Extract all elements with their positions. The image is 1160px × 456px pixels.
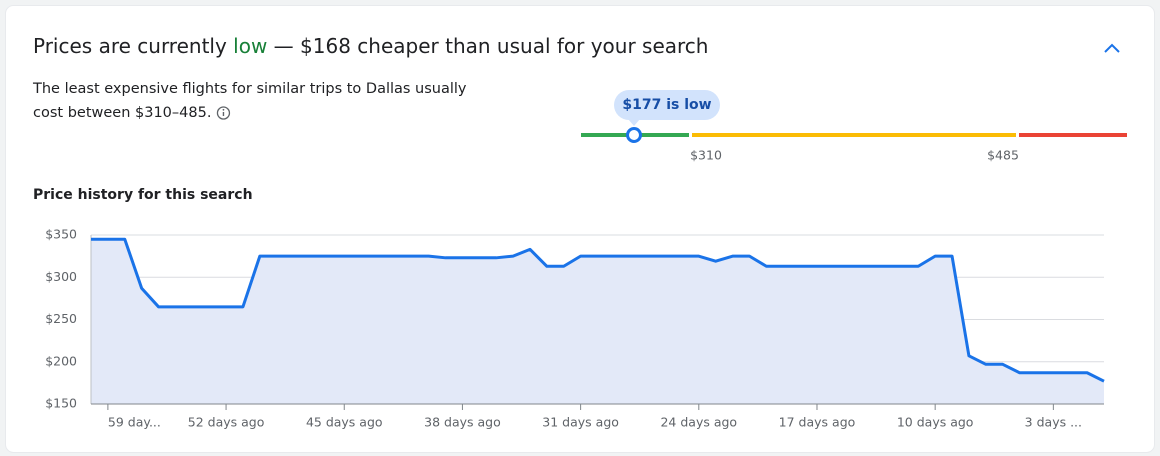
description-line: cost between $310–485.: [33, 105, 211, 121]
y-tick-label: $250: [45, 311, 77, 326]
x-tick-label: 45 days ago: [306, 415, 383, 430]
info-icon[interactable]: [216, 106, 231, 120]
area: [91, 239, 1104, 404]
info-dot: [222, 108, 225, 111]
badge-text: $177 is low: [622, 97, 711, 113]
description-line: The least expensive flights for similar …: [32, 81, 467, 97]
line: [91, 237, 1105, 383]
x-tick-label: 17 days ago: [779, 415, 856, 430]
x-tick-label: 3 days ...: [1025, 415, 1082, 430]
collapse-button[interactable]: [1104, 43, 1120, 53]
badge: [614, 90, 720, 120]
y-tick-label: $300: [45, 269, 77, 284]
headline: Prices are currently low — $168 cheaper …: [33, 34, 708, 58]
x-tick-label: 52 days ago: [188, 415, 265, 430]
headline-status: low: [233, 34, 267, 58]
range-label: $310: [690, 148, 722, 163]
y-tick-label: $150: [45, 396, 77, 411]
info-circle: [216, 106, 231, 120]
price-marker: [626, 127, 642, 143]
headline-part: Prices are currently: [33, 34, 233, 58]
x-tick-label: 24 days ago: [660, 415, 737, 430]
badge-pointer: [628, 119, 640, 126]
range-label: $485: [987, 148, 1019, 163]
y-tick-label: $200: [45, 353, 77, 368]
x-tick-label: 31 days ago: [542, 415, 619, 430]
x-tick-label: 10 days ago: [897, 415, 974, 430]
y-tick-label: $350: [45, 227, 77, 242]
x-tick-label: 59 day...: [108, 415, 161, 430]
chart-title: Price history for this search: [33, 187, 253, 203]
chart: $150 $200 $250 $300 $350 59 day... 52 days ago…: [45, 227, 1105, 430]
x-tick-label: 38 days ago: [424, 415, 501, 430]
headline-part: — $168 cheaper than usual for your searc…: [267, 34, 708, 58]
